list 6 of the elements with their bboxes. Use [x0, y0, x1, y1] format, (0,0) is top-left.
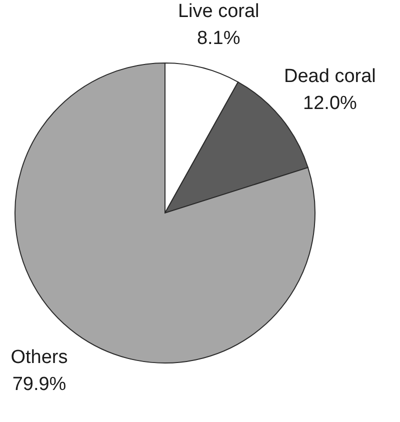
data-label: 12.0%: [303, 93, 358, 114]
slice-label: Others: [10, 346, 68, 368]
data-label: 8.1%: [196, 28, 240, 49]
slice-label: Dead coral: [284, 66, 376, 88]
data-label: 79.9%: [12, 374, 66, 395]
slice-label: Live coral: [178, 0, 260, 22]
